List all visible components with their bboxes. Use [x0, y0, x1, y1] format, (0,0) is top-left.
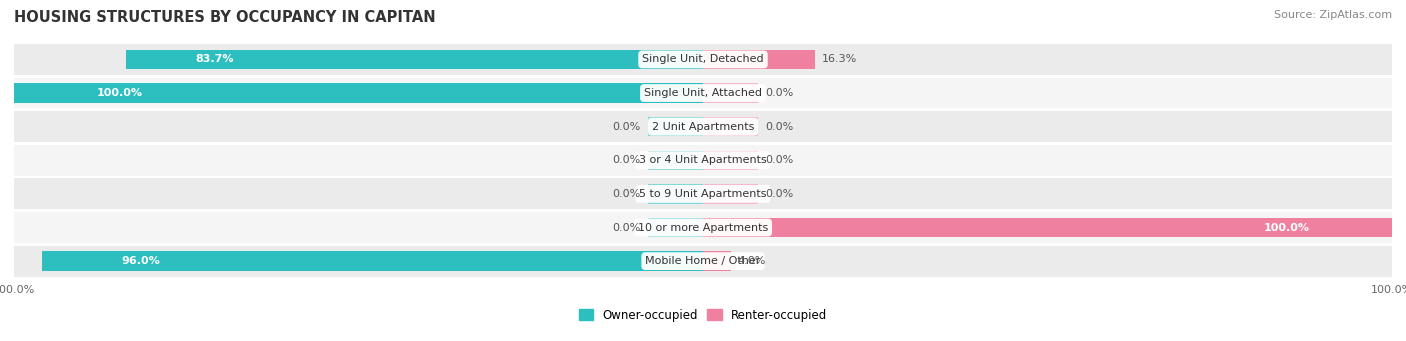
Bar — [703, 117, 758, 136]
Bar — [14, 145, 1392, 176]
Bar — [703, 251, 731, 271]
Text: Single Unit, Detached: Single Unit, Detached — [643, 55, 763, 64]
Bar — [14, 178, 1392, 209]
Text: 100.0%: 100.0% — [97, 88, 143, 98]
Text: HOUSING STRUCTURES BY OCCUPANCY IN CAPITAN: HOUSING STRUCTURES BY OCCUPANCY IN CAPIT… — [14, 10, 436, 25]
Text: 0.0%: 0.0% — [613, 223, 641, 233]
Bar — [703, 184, 758, 204]
Text: 0.0%: 0.0% — [765, 88, 793, 98]
Bar — [648, 184, 703, 204]
Text: 0.0%: 0.0% — [765, 122, 793, 132]
Bar — [14, 212, 1392, 243]
Text: 0.0%: 0.0% — [765, 155, 793, 165]
Bar — [14, 77, 1392, 108]
Text: Single Unit, Attached: Single Unit, Attached — [644, 88, 762, 98]
Text: 2 Unit Apartments: 2 Unit Apartments — [652, 122, 754, 132]
Text: Mobile Home / Other: Mobile Home / Other — [645, 256, 761, 266]
Text: 4.0%: 4.0% — [738, 256, 766, 266]
Bar — [648, 218, 703, 237]
Text: 16.3%: 16.3% — [823, 55, 858, 64]
Bar — [14, 246, 1392, 277]
Bar — [14, 111, 1392, 142]
Bar — [127, 50, 703, 69]
Text: 0.0%: 0.0% — [613, 155, 641, 165]
Text: 100.0%: 100.0% — [1263, 223, 1309, 233]
Text: 0.0%: 0.0% — [613, 122, 641, 132]
Text: 3 or 4 Unit Apartments: 3 or 4 Unit Apartments — [640, 155, 766, 165]
Text: 96.0%: 96.0% — [121, 256, 160, 266]
Bar — [648, 117, 703, 136]
Text: 83.7%: 83.7% — [195, 55, 233, 64]
Text: Source: ZipAtlas.com: Source: ZipAtlas.com — [1274, 10, 1392, 20]
Bar — [648, 150, 703, 170]
Bar — [703, 150, 758, 170]
Text: 5 to 9 Unit Apartments: 5 to 9 Unit Apartments — [640, 189, 766, 199]
Text: 0.0%: 0.0% — [765, 189, 793, 199]
Legend: Owner-occupied, Renter-occupied: Owner-occupied, Renter-occupied — [574, 304, 832, 326]
Bar — [703, 83, 758, 103]
Bar — [703, 218, 1392, 237]
Bar — [42, 251, 703, 271]
Text: 10 or more Apartments: 10 or more Apartments — [638, 223, 768, 233]
Bar — [14, 44, 1392, 75]
Bar — [14, 83, 703, 103]
Bar — [703, 50, 815, 69]
Text: 0.0%: 0.0% — [613, 189, 641, 199]
